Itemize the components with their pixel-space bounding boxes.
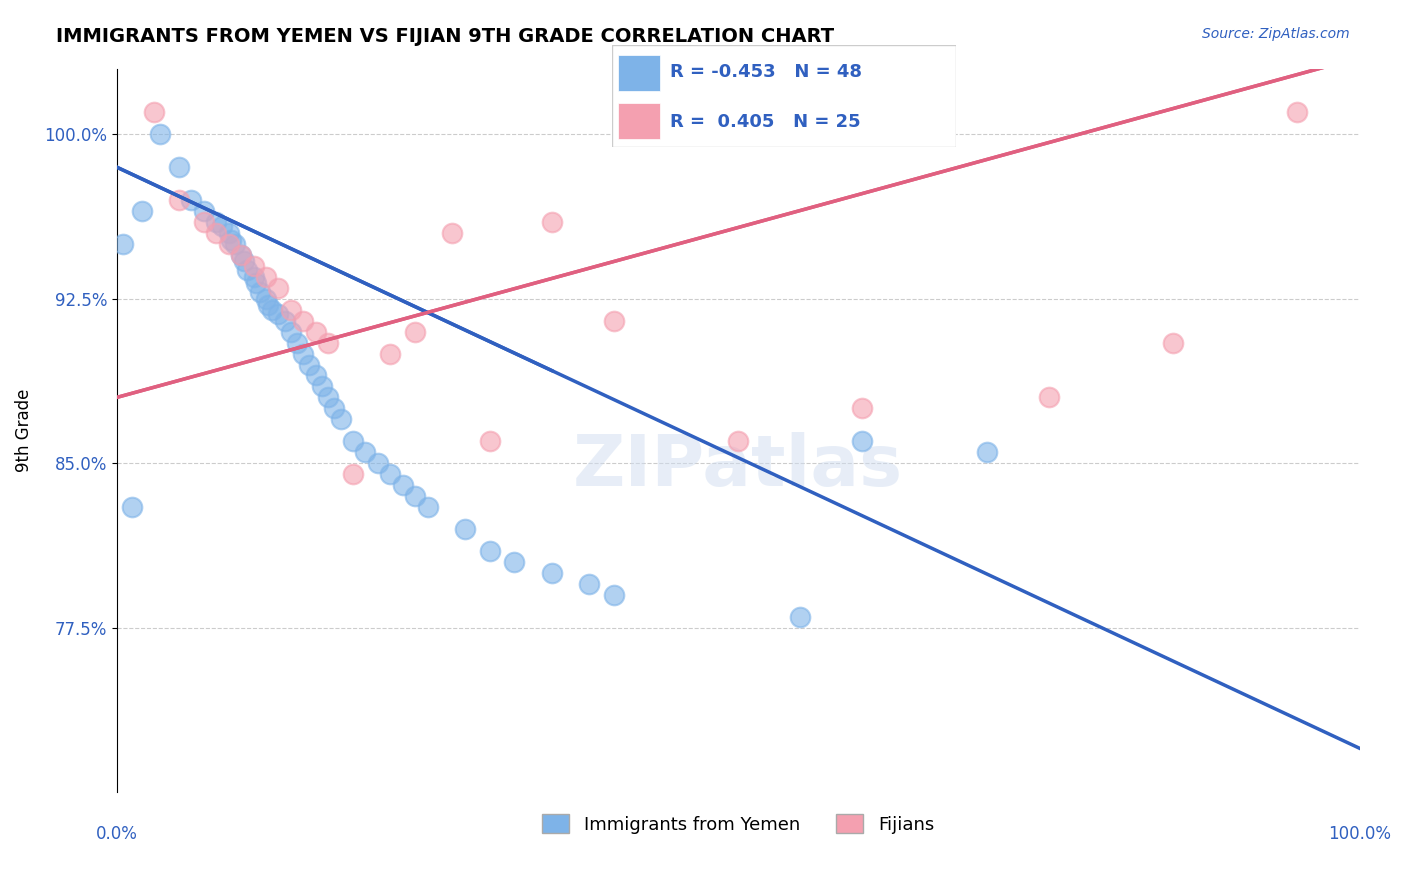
Point xyxy=(219,233,242,247)
Point xyxy=(143,105,166,120)
Point xyxy=(454,522,477,536)
Point xyxy=(1161,335,1184,350)
Text: R =  0.405   N = 25: R = 0.405 N = 25 xyxy=(671,112,860,130)
Point xyxy=(603,314,626,328)
Point xyxy=(292,346,315,360)
Point xyxy=(245,277,267,291)
Point xyxy=(242,259,264,273)
Point xyxy=(232,254,254,268)
Point xyxy=(254,269,277,284)
Legend: Immigrants from Yemen, Fijians: Immigrants from Yemen, Fijians xyxy=(536,807,941,841)
Point xyxy=(478,434,501,449)
Point xyxy=(478,544,501,558)
Point xyxy=(404,325,426,339)
Bar xyxy=(619,55,659,91)
Point xyxy=(416,500,439,514)
Point xyxy=(727,434,749,449)
Text: ZIPatlas: ZIPatlas xyxy=(574,432,903,501)
Point xyxy=(380,346,402,360)
Point xyxy=(224,236,246,251)
Text: Source: ZipAtlas.com: Source: ZipAtlas.com xyxy=(1202,27,1350,41)
Point xyxy=(404,489,426,503)
Point xyxy=(316,335,339,350)
Point xyxy=(249,285,271,300)
Point xyxy=(205,215,228,229)
Point xyxy=(193,204,215,219)
Point xyxy=(323,401,346,416)
Point xyxy=(603,588,626,602)
Point xyxy=(131,204,153,219)
Point xyxy=(211,219,233,234)
Point xyxy=(273,314,295,328)
Point xyxy=(342,467,364,482)
Point xyxy=(316,391,339,405)
Point xyxy=(267,281,290,295)
Text: R = -0.453   N = 48: R = -0.453 N = 48 xyxy=(671,63,862,81)
Point xyxy=(267,307,290,321)
Point xyxy=(242,269,264,284)
Point xyxy=(121,500,143,514)
Y-axis label: 9th Grade: 9th Grade xyxy=(15,389,32,472)
Point xyxy=(441,226,464,240)
Point xyxy=(851,401,873,416)
Point xyxy=(112,236,135,251)
Point xyxy=(257,298,280,312)
Point xyxy=(311,379,333,393)
Point xyxy=(1038,391,1060,405)
Point xyxy=(354,445,377,459)
Point xyxy=(305,325,328,339)
Point xyxy=(503,555,526,569)
Text: 0.0%: 0.0% xyxy=(96,825,138,843)
Point xyxy=(180,193,202,207)
Point xyxy=(329,412,352,426)
Point xyxy=(298,358,321,372)
Point xyxy=(380,467,402,482)
Point xyxy=(367,456,389,470)
Point xyxy=(1286,105,1309,120)
Point xyxy=(280,302,302,317)
Point xyxy=(305,368,328,383)
Point xyxy=(262,302,284,317)
Point xyxy=(976,445,998,459)
Point xyxy=(789,609,811,624)
Point xyxy=(342,434,364,449)
Point xyxy=(254,292,277,306)
Point xyxy=(292,314,315,328)
Point xyxy=(167,193,190,207)
Point xyxy=(205,226,228,240)
Point xyxy=(851,434,873,449)
Point xyxy=(218,236,240,251)
Point xyxy=(540,215,562,229)
Text: IMMIGRANTS FROM YEMEN VS FIJIAN 9TH GRADE CORRELATION CHART: IMMIGRANTS FROM YEMEN VS FIJIAN 9TH GRAD… xyxy=(56,27,834,45)
Point xyxy=(149,128,172,142)
Text: 100.0%: 100.0% xyxy=(1329,825,1391,843)
Point xyxy=(218,226,240,240)
Point xyxy=(229,248,252,262)
Point xyxy=(285,335,308,350)
Point xyxy=(193,215,215,229)
Bar xyxy=(619,103,659,139)
Point xyxy=(540,566,562,580)
Point xyxy=(229,248,252,262)
Point xyxy=(391,478,413,492)
Point xyxy=(280,325,302,339)
Point xyxy=(167,160,190,174)
Point xyxy=(236,263,259,277)
Point xyxy=(578,576,600,591)
